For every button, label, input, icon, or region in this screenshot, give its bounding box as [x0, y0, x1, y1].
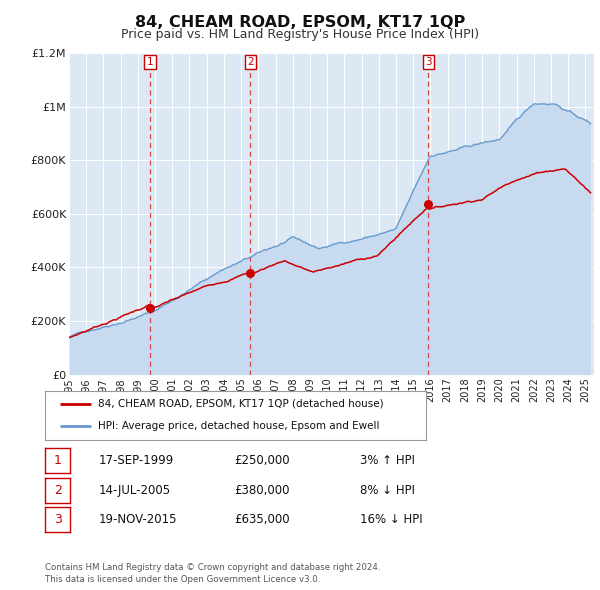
Text: 16% ↓ HPI: 16% ↓ HPI: [360, 513, 422, 526]
Text: 1: 1: [147, 57, 154, 67]
Text: £250,000: £250,000: [234, 454, 290, 467]
Text: 2: 2: [247, 57, 254, 67]
Text: 2: 2: [53, 484, 62, 497]
Text: Price paid vs. HM Land Registry's House Price Index (HPI): Price paid vs. HM Land Registry's House …: [121, 28, 479, 41]
Text: 17-SEP-1999: 17-SEP-1999: [99, 454, 174, 467]
Text: 1: 1: [53, 454, 62, 467]
Text: 8% ↓ HPI: 8% ↓ HPI: [360, 484, 415, 497]
Text: 3% ↑ HPI: 3% ↑ HPI: [360, 454, 415, 467]
Text: HPI: Average price, detached house, Epsom and Ewell: HPI: Average price, detached house, Epso…: [98, 421, 380, 431]
Text: 14-JUL-2005: 14-JUL-2005: [99, 484, 171, 497]
Text: 84, CHEAM ROAD, EPSOM, KT17 1QP: 84, CHEAM ROAD, EPSOM, KT17 1QP: [135, 15, 465, 30]
Text: 3: 3: [53, 513, 62, 526]
Text: 19-NOV-2015: 19-NOV-2015: [99, 513, 178, 526]
Text: 84, CHEAM ROAD, EPSOM, KT17 1QP (detached house): 84, CHEAM ROAD, EPSOM, KT17 1QP (detache…: [98, 399, 384, 409]
Text: £380,000: £380,000: [234, 484, 290, 497]
Text: This data is licensed under the Open Government Licence v3.0.: This data is licensed under the Open Gov…: [45, 575, 320, 584]
Text: Contains HM Land Registry data © Crown copyright and database right 2024.: Contains HM Land Registry data © Crown c…: [45, 563, 380, 572]
Text: 3: 3: [425, 57, 432, 67]
Text: £635,000: £635,000: [234, 513, 290, 526]
